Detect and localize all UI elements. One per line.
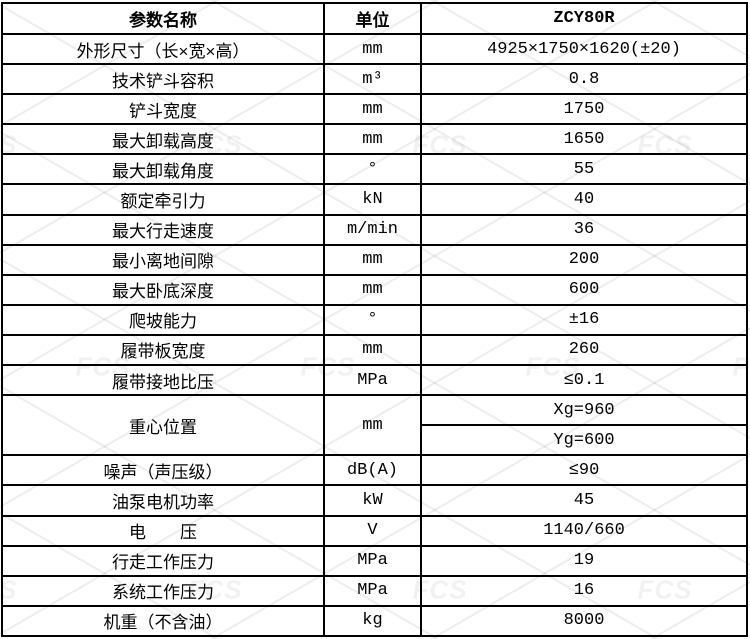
value-cell: ±16 <box>420 303 748 336</box>
unit-cell: MPa <box>323 544 422 577</box>
unit-cell: m³ <box>323 63 422 96</box>
unit-cell: MPa <box>323 574 422 607</box>
param-name-cell: 最大卸载高度 <box>1 123 325 156</box>
param-name-cell: 机重（不含油） <box>1 604 325 638</box>
header-row: 参数名称 单位 ZCY80R <box>1 2 748 35</box>
unit-cell: ° <box>323 303 422 336</box>
table-row: 电 压 V 1140/660 <box>1 514 748 547</box>
table-row: 履带接地比压 MPa ≤0.1 <box>1 364 748 397</box>
param-name-cell: 外形尺寸（长×宽×高） <box>1 32 325 66</box>
param-name-cell: 履带接地比压 <box>1 364 325 397</box>
param-name-cell: 技术铲斗容积 <box>1 63 325 96</box>
unit-cell: mm <box>323 394 422 457</box>
value-cell: 45 <box>420 484 748 517</box>
table-row-merged-sub: Yg=600 <box>2 424 748 457</box>
table-row-merged: 重心位置 mm Xg=960 <box>1 394 748 457</box>
value-cell: Xg=960 <box>420 394 748 427</box>
table-row: 最大行走速度 m/min 36 <box>1 213 748 246</box>
table-row: 外形尺寸（长×宽×高） mm 4925×1750×1620(±20) <box>1 32 748 66</box>
value-cell: 4925×1750×1620(±20) <box>420 32 748 66</box>
table-row: 最大卸载高度 mm 1650 <box>1 123 748 156</box>
table-row: 行走工作压力 MPa 19 <box>1 544 748 577</box>
param-name-cell: 电 压 <box>1 514 325 547</box>
unit-cell: mm <box>323 243 422 276</box>
param-name-cell: 最大卧底深度 <box>1 273 325 306</box>
unit-cell: kN <box>323 183 422 216</box>
value-cell: ≤90 <box>420 454 748 487</box>
unit-cell: dB(A) <box>323 454 422 487</box>
param-name-cell: 最大行走速度 <box>1 213 325 246</box>
param-name-cell: 重心位置 <box>1 394 325 457</box>
param-name-cell: 系统工作压力 <box>1 574 325 607</box>
table-row: 履带板宽度 mm 260 <box>1 333 748 367</box>
table-row: 技术铲斗容积 m³ 0.8 <box>1 63 748 96</box>
param-name-cell: 额定牵引力 <box>1 183 325 216</box>
unit-cell: mm <box>323 32 422 66</box>
unit-cell: MPa <box>323 364 422 397</box>
table-row: 最大卧底深度 mm 600 <box>1 273 748 306</box>
param-name-cell: 爬坡能力 <box>1 303 325 336</box>
value-cell: 55 <box>420 153 748 186</box>
unit-cell: kW <box>323 484 422 517</box>
value-cell: 600 <box>420 273 748 306</box>
unit-cell: kg <box>323 604 422 638</box>
unit-cell: mm <box>323 93 422 126</box>
header-param-name: 参数名称 <box>1 2 325 35</box>
table-row: 油泵电机功率 kW 45 <box>1 484 748 517</box>
value-cell: 40 <box>420 183 748 216</box>
value-cell: ≤0.1 <box>420 364 748 397</box>
table-row: 最小离地间隙 mm 200 <box>1 243 748 276</box>
value-cell: 260 <box>420 333 748 367</box>
param-name-cell: 铲斗宽度 <box>1 93 325 126</box>
value-cell: 16 <box>420 574 748 607</box>
value-cell: 8000 <box>420 604 748 638</box>
param-name-cell: 最大卸载角度 <box>1 153 325 186</box>
header-model: ZCY80R <box>420 2 748 35</box>
unit-cell: mm <box>323 333 422 367</box>
param-name-cell: 油泵电机功率 <box>1 484 325 517</box>
table-row: 爬坡能力 ° ±16 <box>1 303 748 336</box>
param-name-cell: 行走工作压力 <box>1 544 325 577</box>
table-row: 额定牵引力 kN 40 <box>1 183 748 216</box>
value-cell: 1750 <box>420 93 748 126</box>
unit-cell: ° <box>323 153 422 186</box>
value-cell: 36 <box>420 213 748 246</box>
value-cell: 0.8 <box>420 63 748 96</box>
table-row: 最大卸载角度 ° 55 <box>1 153 748 186</box>
unit-cell: m/min <box>323 213 422 246</box>
table-row: 系统工作压力 MPa 16 <box>1 574 748 607</box>
param-name-cell: 履带板宽度 <box>1 333 325 367</box>
value-cell: Yg=600 <box>420 424 748 457</box>
value-cell: 1650 <box>420 123 748 156</box>
unit-cell: mm <box>323 123 422 156</box>
param-name-cell: 噪声（声压级） <box>1 454 325 487</box>
table-row: 机重（不含油） kg 8000 <box>1 604 748 638</box>
table-row: 噪声（声压级） dB(A) ≤90 <box>1 454 748 487</box>
unit-cell: V <box>323 514 422 547</box>
param-name-cell: 最小离地间隙 <box>1 243 325 276</box>
table-row: 铲斗宽度 mm 1750 <box>1 93 748 126</box>
header-unit: 单位 <box>323 2 422 35</box>
value-cell: 200 <box>420 243 748 276</box>
unit-cell: mm <box>323 273 422 306</box>
value-cell: 1140/660 <box>420 514 748 547</box>
value-cell: 19 <box>420 544 748 577</box>
